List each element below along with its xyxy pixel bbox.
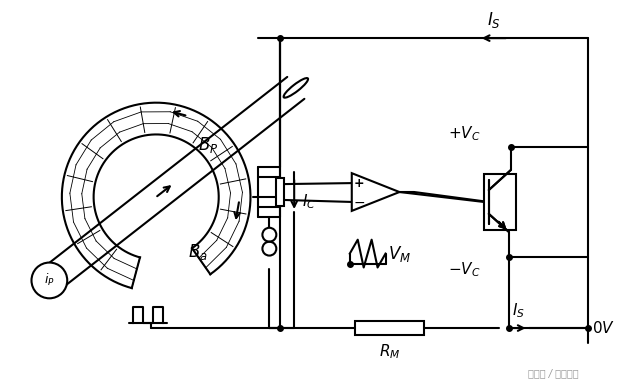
Text: $0V$: $0V$ [592, 320, 615, 336]
Text: $I_C$: $I_C$ [302, 192, 316, 211]
Text: $-$: $-$ [353, 195, 365, 209]
Text: +: + [353, 176, 364, 190]
Text: $I_S$: $I_S$ [487, 10, 500, 30]
Bar [276, 178, 284, 206]
Text: $-V_C$: $-V_C$ [448, 261, 481, 279]
Text: $i_P$: $i_P$ [44, 272, 55, 289]
Bar [484, 174, 516, 230]
Circle shape [31, 263, 67, 298]
Polygon shape [352, 173, 399, 211]
Text: 头条号 / 雅帆十方: 头条号 / 雅帆十方 [528, 368, 579, 378]
Text: $B_P$: $B_P$ [198, 135, 218, 155]
Text: $B_a$: $B_a$ [188, 241, 208, 261]
Ellipse shape [284, 78, 308, 98]
Text: $R_M$: $R_M$ [379, 342, 400, 361]
Text: $I_S$: $I_S$ [512, 301, 525, 320]
Bar [355, 321, 424, 335]
Text: $V_M$: $V_M$ [387, 243, 411, 263]
Text: $+V_C$: $+V_C$ [448, 125, 481, 143]
